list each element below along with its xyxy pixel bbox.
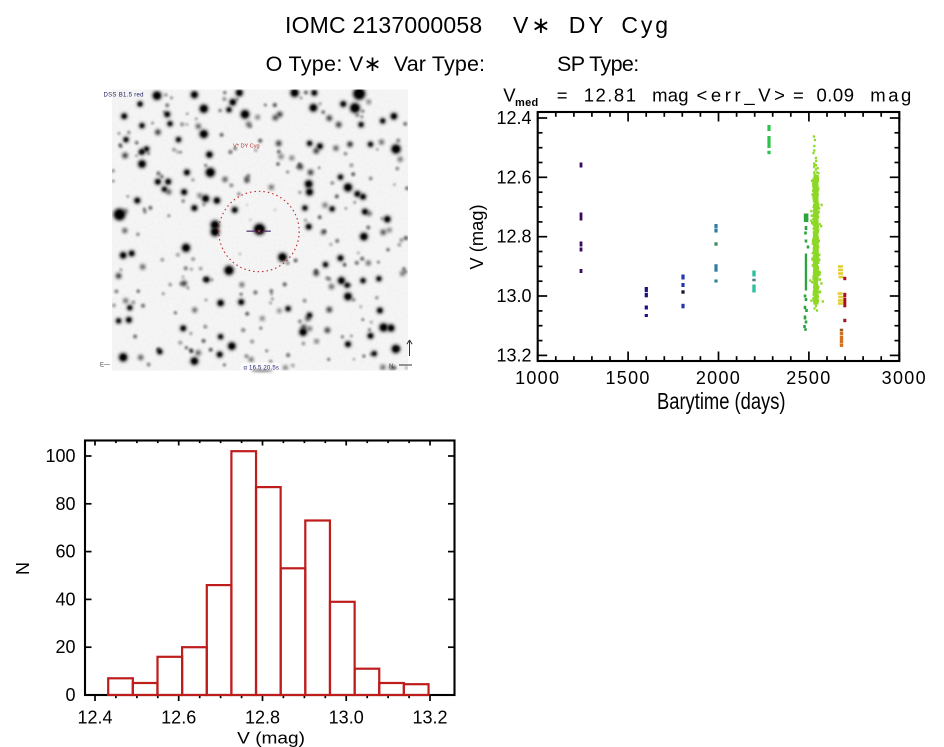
svg-text:60: 60 — [55, 542, 75, 562]
svg-text:2500: 2500 — [786, 368, 831, 388]
svg-text:1500: 1500 — [605, 368, 650, 388]
svg-text:N: N — [389, 364, 393, 370]
svg-text:12.8: 12.8 — [496, 227, 531, 247]
svg-text:V (mag): V (mag) — [237, 730, 305, 747]
svg-text:0: 0 — [65, 685, 75, 705]
svg-text:100: 100 — [45, 446, 75, 466]
svg-text:13.0: 13.0 — [496, 286, 531, 306]
svg-text:2000: 2000 — [696, 368, 741, 388]
svg-text:α 16.5 20.5s: α 16.5 20.5s — [244, 366, 280, 372]
svg-text:N: N — [13, 562, 33, 575]
svg-text:12.6: 12.6 — [496, 167, 531, 187]
svg-text:13.0: 13.0 — [329, 708, 364, 728]
svg-text:DSS B1.5 red: DSS B1.5 red — [104, 93, 144, 99]
svg-text:40: 40 — [55, 589, 75, 609]
svg-text:12.8: 12.8 — [245, 708, 280, 728]
svg-text:12.4: 12.4 — [77, 708, 112, 728]
svg-text:V* DY Cyg: V* DY Cyg — [233, 144, 260, 150]
svg-text:3000: 3000 — [882, 368, 927, 388]
svg-text:E—: E— — [100, 363, 110, 369]
svg-text:80: 80 — [55, 494, 75, 514]
svg-text:20: 20 — [55, 637, 75, 657]
svg-text:12.6: 12.6 — [161, 708, 196, 728]
svg-text:O Type: V∗Var Type:SP Type:: O Type: V∗ Var Type: SP Type: — [266, 52, 639, 76]
svg-text:12.4: 12.4 — [496, 108, 531, 128]
svg-text:1000: 1000 — [515, 368, 560, 388]
svg-text:V (mag): V (mag) — [467, 204, 487, 269]
svg-text:Barytime (days): Barytime (days) — [657, 388, 786, 414]
svg-text:13.2: 13.2 — [412, 708, 447, 728]
svg-text:13.2: 13.2 — [496, 345, 531, 365]
